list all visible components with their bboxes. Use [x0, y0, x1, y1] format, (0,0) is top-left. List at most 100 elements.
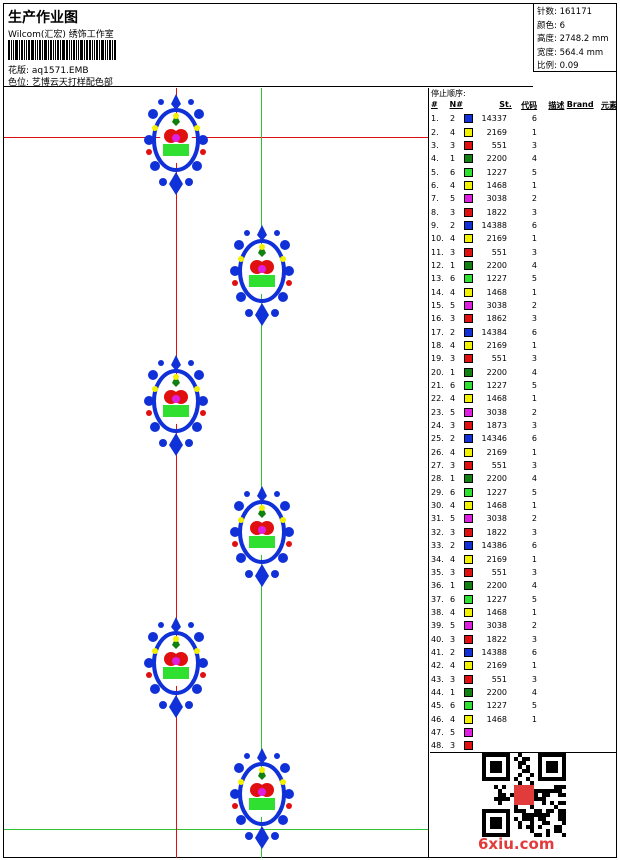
needle-number: 2 — [450, 647, 456, 657]
legend-row: 22. 4 1468 1 — [430, 392, 617, 405]
color-swatch — [464, 661, 473, 671]
stop-index: 9. — [431, 220, 439, 230]
stop-index: 10. — [431, 234, 444, 244]
needle-number: 6 — [450, 381, 456, 391]
color-swatch — [464, 621, 473, 631]
stitch-count: 14384 — [481, 327, 507, 337]
barcode — [8, 40, 120, 60]
stop-index: 16. — [431, 314, 444, 324]
color-swatch — [464, 501, 473, 511]
needle-number: 3 — [450, 741, 456, 751]
needle-number: 4 — [450, 501, 456, 511]
stitch-count: 1822 — [486, 527, 507, 537]
needle-number: 3 — [450, 354, 456, 364]
color-code: 2 — [531, 621, 537, 631]
color-code: 6 — [531, 327, 537, 337]
needle-number: 4 — [450, 127, 456, 137]
color-code: 4 — [531, 581, 537, 591]
stitch-count: 551 — [491, 354, 507, 364]
needle-number: 4 — [450, 287, 456, 297]
color-code: 2 — [531, 194, 537, 204]
green-guide-horizontal — [4, 829, 428, 830]
color-code: 6 — [531, 647, 537, 657]
stop-index: 20. — [431, 367, 444, 377]
stop-index: 30. — [431, 501, 444, 511]
header: 生产作业图 Wilcom(汇宏) 绣饰工作室 花版: aq1571.EMB 色位… — [3, 3, 533, 88]
needle-number: 4 — [450, 341, 456, 351]
needle-number: 4 — [450, 661, 456, 671]
legend-row: 35. 3 551 3 — [430, 566, 617, 579]
color-code: 3 — [531, 461, 537, 471]
color-swatch — [464, 287, 473, 297]
stop-index: 28. — [431, 474, 444, 484]
needle-number: 3 — [450, 527, 456, 537]
color-code: 5 — [531, 487, 537, 497]
stop-index: 21. — [431, 381, 444, 391]
stitch-count: 551 — [491, 461, 507, 471]
stop-index: 13. — [431, 274, 444, 284]
pattern-value: aq1571.EMB — [31, 66, 89, 76]
needle-number: 1 — [450, 260, 456, 270]
stop-sequence-legend: 停止顺序: # N# St. 代码 描述 Brand 元素 1. 2 14337 6 2… — [430, 88, 617, 753]
stop-index: 25. — [431, 434, 444, 444]
needle-number: 5 — [450, 621, 456, 631]
legend-header: # N# St. 代码 描述 Brand 元素 — [431, 100, 617, 110]
needle-number: 3 — [450, 247, 456, 257]
stitch-count: 1468 — [486, 394, 507, 404]
legend-row: 46. 4 1468 1 — [430, 712, 617, 725]
needle-number: 4 — [450, 234, 456, 244]
legend-row: 2. 4 2169 1 — [430, 125, 617, 138]
color-code: 1 — [531, 127, 537, 137]
stitch-count: 1227 — [486, 381, 507, 391]
legend-row: 20. 1 2200 4 — [430, 366, 617, 379]
embroidery-motif — [227, 223, 297, 328]
needle-number: 4 — [450, 394, 456, 404]
color-swatch — [464, 741, 473, 751]
stitch-count: 14388 — [481, 647, 507, 657]
stitch-count: 1873 — [486, 421, 507, 431]
needle-number: 1 — [450, 154, 456, 164]
stop-index: 26. — [431, 447, 444, 457]
stop-index: 37. — [431, 594, 444, 604]
color-swatch — [464, 260, 473, 270]
color-swatch — [464, 514, 473, 524]
legend-row: 6. 4 1468 1 — [430, 179, 617, 192]
stitch-count: 2169 — [486, 127, 507, 137]
color-swatch — [464, 674, 473, 684]
stop-index: 11. — [431, 247, 444, 257]
needle-number: 2 — [450, 327, 456, 337]
needle-number: 6 — [450, 487, 456, 497]
stop-index: 34. — [431, 554, 444, 564]
qr-section: 6xiu.com — [430, 752, 617, 858]
needle-number: 2 — [450, 434, 456, 444]
stitch-count: 2169 — [486, 341, 507, 351]
legend-row: 16. 3 1862 3 — [430, 312, 617, 325]
color-code: 3 — [531, 314, 537, 324]
stop-index: 3. — [431, 140, 439, 150]
info-row: 针数: 161171 — [537, 7, 593, 17]
needle-number: 2 — [450, 114, 456, 124]
needle-number: 1 — [450, 367, 456, 377]
color-swatch — [464, 314, 473, 324]
stop-index: 41. — [431, 647, 444, 657]
color-code: 6 — [531, 220, 537, 230]
needle-number: 4 — [450, 447, 456, 457]
legend-row: 40. 3 1822 3 — [430, 632, 617, 645]
color-code: 4 — [531, 260, 537, 270]
info-panel: 针数: 161171 颜色: 6 高度: 2748.2 mm 宽度: 564.4… — [533, 3, 617, 72]
legend-row: 3. 3 551 3 — [430, 139, 617, 152]
stitch-count: 3038 — [486, 621, 507, 631]
color-code: 4 — [531, 154, 537, 164]
color-code: 1 — [531, 501, 537, 511]
needle-number: 6 — [450, 701, 456, 711]
legend-row: 15. 5 3038 2 — [430, 299, 617, 312]
stitch-count: 1468 — [486, 714, 507, 724]
stitch-count: 1822 — [486, 634, 507, 644]
color-swatch — [464, 607, 473, 617]
color-code: 2 — [531, 514, 537, 524]
needle-number: 6 — [450, 594, 456, 604]
color-code: 3 — [531, 354, 537, 364]
legend-row: 12. 1 2200 4 — [430, 259, 617, 272]
legend-row: 17. 2 14384 6 — [430, 326, 617, 339]
color-code: 6 — [531, 541, 537, 551]
